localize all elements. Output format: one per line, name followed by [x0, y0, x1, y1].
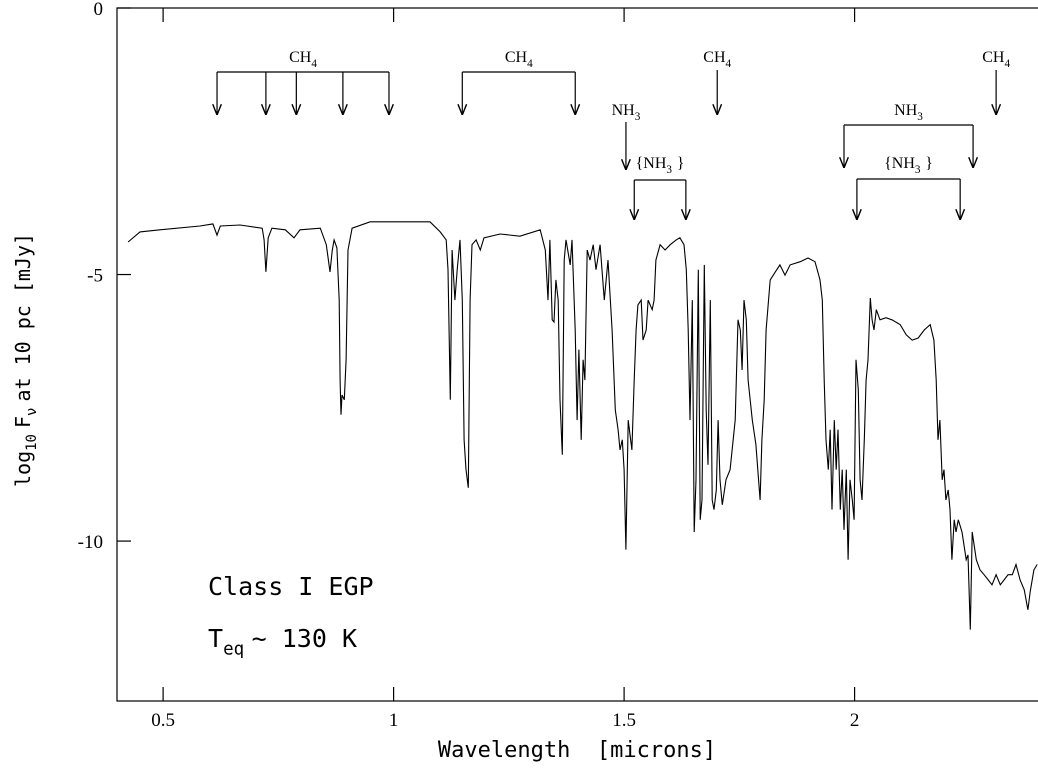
- x-axis-label: Wavelength [microns]: [438, 738, 716, 763]
- band-label: {NH3}: [636, 155, 685, 176]
- band-label: {NH3}: [884, 155, 933, 176]
- note-part: eq: [223, 640, 244, 660]
- band-label: CH4: [982, 49, 1010, 70]
- band-label-part: {NH: [636, 155, 667, 172]
- band-label: CH4: [289, 49, 317, 70]
- band-label-part: NH: [894, 102, 918, 119]
- band-label-part: 4: [527, 58, 533, 70]
- band-label-part: CH: [505, 49, 528, 66]
- y-tick-label: -5: [87, 266, 103, 287]
- spectrum-line: [127, 221, 1038, 630]
- y-tick-label: 0: [94, 0, 104, 20]
- note: Teq ~ 130 K: [208, 624, 357, 660]
- band-label-part: NH: [612, 102, 636, 119]
- band-label: NH3: [894, 102, 923, 123]
- y-axis-label-part: F: [11, 416, 35, 428]
- band-label-part: 4: [726, 58, 732, 70]
- y-axis-label-part: at 10 pc [mJy]: [11, 233, 35, 402]
- band-label-part: CH: [703, 49, 726, 66]
- y-axis-label-part: log: [11, 451, 35, 487]
- band-label-part: 3: [635, 111, 641, 123]
- band-label-part: 3: [915, 164, 921, 176]
- note-part: Class I EGP: [208, 572, 374, 601]
- x-tick-label: 0.5: [151, 710, 175, 731]
- note: Class I EGP: [208, 572, 374, 601]
- band-label-part: {NH: [884, 155, 915, 172]
- y-axis-label: log10 Fν at 10 pc [mJy]: [11, 233, 40, 487]
- y-tick-label: -10: [78, 532, 103, 553]
- band-label-part: 4: [311, 58, 317, 70]
- band-label-part: }: [677, 155, 685, 172]
- band-label-part: CH: [289, 49, 312, 66]
- band-label-part: }: [925, 155, 933, 172]
- y-axis-label-part: ν: [24, 408, 40, 416]
- band-label-part: 4: [1004, 58, 1010, 70]
- plot-frame: [116, 7, 1038, 702]
- band-label: NH3: [612, 102, 641, 123]
- note-part: T: [208, 624, 223, 653]
- x-tick-label: 1.5: [612, 710, 636, 731]
- x-tick-label: 1: [389, 710, 399, 731]
- note-part: ~ 130 K: [252, 624, 357, 653]
- band-label: CH4: [703, 49, 731, 70]
- band-label: CH4: [505, 49, 533, 70]
- x-tick-label: 2: [850, 710, 860, 731]
- band-label-part: 3: [666, 164, 672, 176]
- band-label-part: CH: [982, 49, 1005, 66]
- y-axis-label-part: 10: [24, 434, 40, 451]
- band-label-part: 3: [917, 111, 923, 123]
